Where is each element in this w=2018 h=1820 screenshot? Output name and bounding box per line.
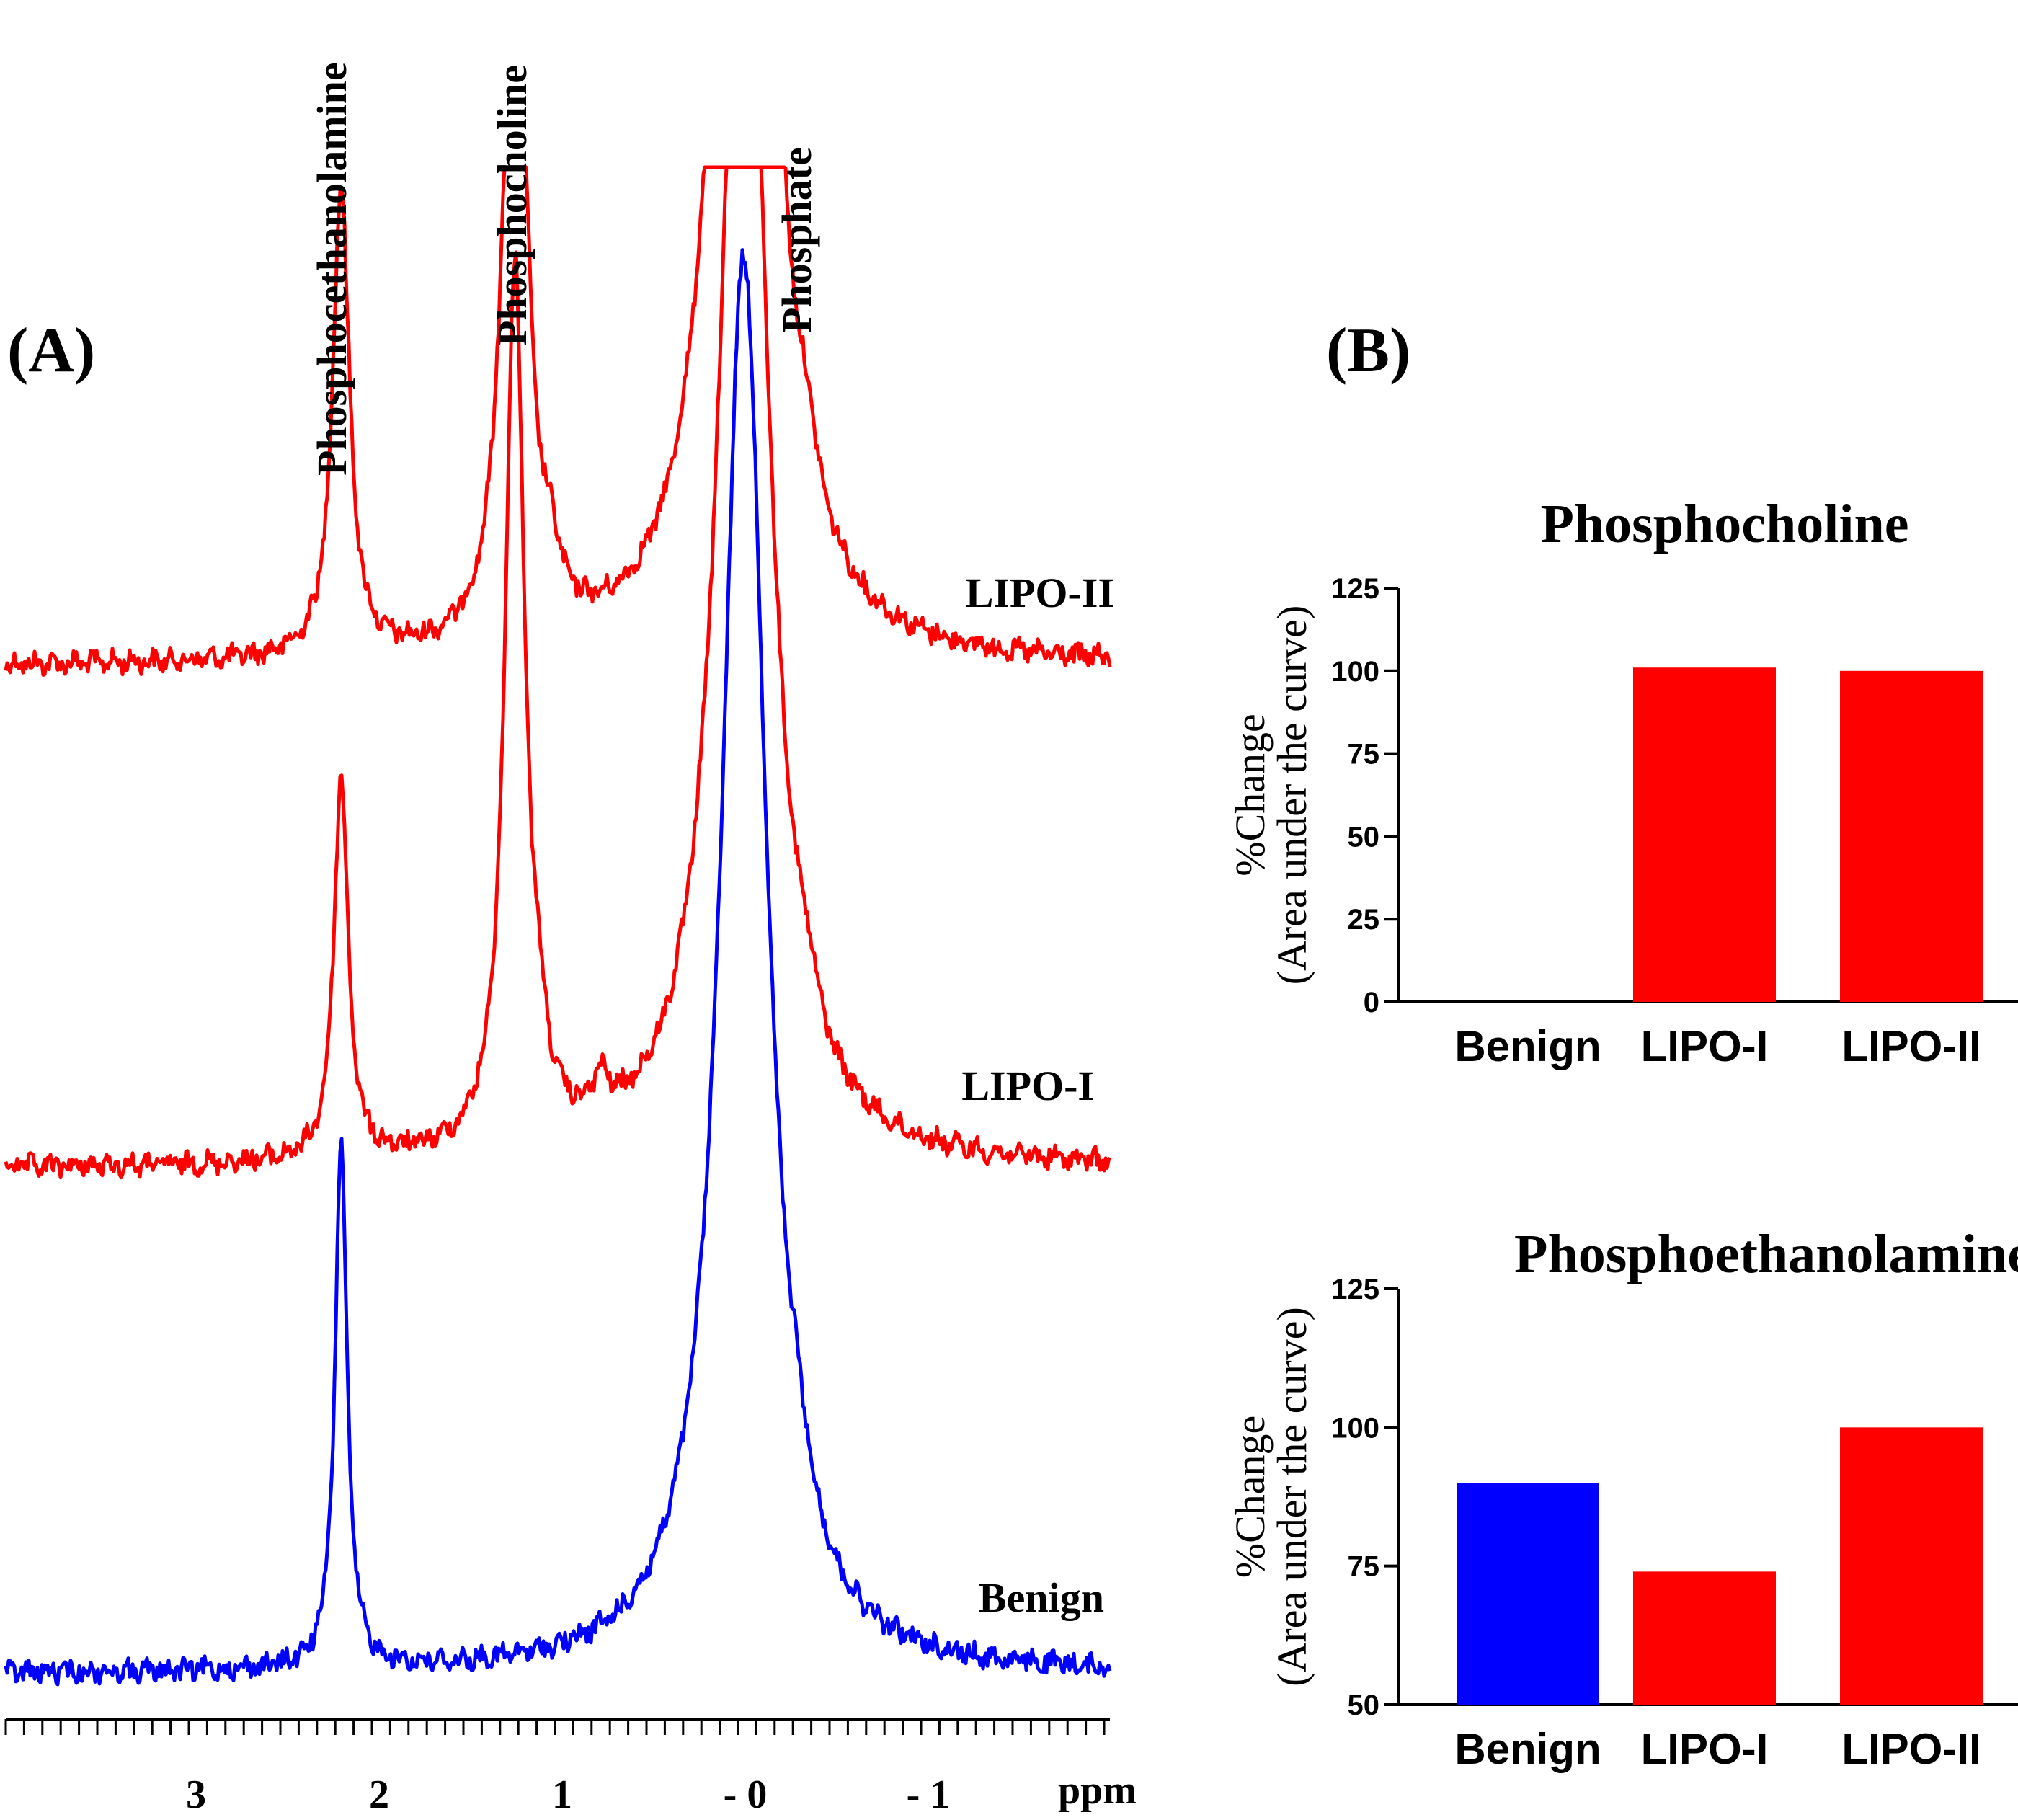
ppm-axis-unit: ppm — [1058, 1768, 1137, 1813]
spectrum-trace-lipo-ii — [4, 165, 1112, 677]
x-tick-label: LIPO-I — [1641, 1022, 1769, 1070]
ppm-tick-label: 2 — [369, 1772, 389, 1817]
x-tick-label: Benign — [1454, 1022, 1601, 1070]
x-tick-label: LIPO-II — [1841, 1725, 1981, 1773]
y-tick-label: 50 — [1348, 1690, 1380, 1721]
y-tick-label: 125 — [1331, 1274, 1379, 1305]
y-tick-label: 75 — [1348, 1551, 1380, 1583]
x-tick-label: LIPO-II — [1841, 1022, 1981, 1070]
peak-label-phosphate: Phosphate — [773, 147, 820, 333]
x-tick-label: Benign — [1454, 1725, 1601, 1773]
peak-labels: Phosphocethanolamine Phosphocholine Phos… — [308, 62, 820, 476]
spectrum-trace-lipo-i — [4, 165, 1112, 1180]
y-tick-label: 0 — [1364, 987, 1379, 1018]
ppm-tick-label: 1 — [552, 1772, 572, 1817]
y-tick-label: 75 — [1348, 739, 1380, 771]
ppm-axis: 3 2 1 - 0 - 1 — [4, 1718, 1110, 1817]
y-tick-label: 100 — [1331, 656, 1379, 688]
x-tick-label: LIPO-I — [1641, 1725, 1769, 1773]
y-tick-label: 100 — [1331, 1412, 1379, 1444]
bar-lipo-i — [1633, 1571, 1776, 1705]
bar-lipo-ii — [1840, 1427, 1983, 1705]
y-axis-label: %Change — [1227, 1416, 1274, 1579]
bar-chart-title: Phosphoethanolamine — [1514, 1224, 2018, 1284]
bar-chart-title: Phosphocholine — [1540, 494, 1908, 554]
y-axis-label-sub: (Area under the curve) — [1268, 605, 1315, 985]
bar-benign — [1457, 1483, 1599, 1705]
y-axis-label-sub: (Area under the curve) — [1268, 1307, 1315, 1687]
peak-label-phosphoethanolamine: Phosphocethanolamine — [308, 62, 355, 476]
y-axis-label: %Change — [1227, 714, 1274, 876]
trace-label-lipo-ii: LIPO-II — [966, 569, 1114, 616]
panel-a-label: (A) — [7, 316, 95, 386]
y-tick-label: 125 — [1331, 573, 1379, 605]
bar-lipo-i — [1633, 667, 1776, 1002]
bar-chart-phosphocholine: Phosphocholine 0 25 50 75 100 125 %Change(Area … — [1227, 494, 2018, 1070]
trace-label-lipo-i: LIPO-I — [961, 1062, 1094, 1109]
y-tick-label: 50 — [1348, 821, 1380, 853]
ppm-tick-label: - 1 — [907, 1772, 951, 1817]
bar-chart-phosphoethanolamine: Phosphoethanolamine 50 75 100 125 %Change(Are… — [1227, 1224, 2018, 1773]
bar-lipo-ii — [1840, 670, 1983, 1002]
peak-label-phosphocholine: Phosphocholine — [489, 65, 535, 346]
ppm-tick-label: 3 — [186, 1772, 206, 1817]
y-tick-label: 25 — [1348, 904, 1380, 936]
panel-b-label: (B) — [1326, 316, 1410, 386]
spectrum-trace-benign — [4, 248, 1112, 1687]
nmr-spectrum — [4, 165, 1112, 1687]
ppm-tick-label: - 0 — [724, 1772, 768, 1817]
trace-label-benign: Benign — [979, 1574, 1104, 1621]
